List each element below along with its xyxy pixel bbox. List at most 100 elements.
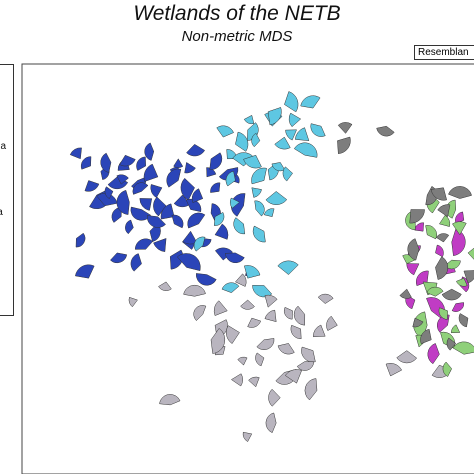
scatter-point-gray-30 xyxy=(304,378,318,401)
scatter-point-cyan-3 xyxy=(251,132,261,148)
scatter-point-cyan-5 xyxy=(274,136,291,150)
scatter-point-dark_blue-13 xyxy=(153,196,167,217)
scatter-point-green-13 xyxy=(442,361,452,377)
scatter-point-cyan-15 xyxy=(251,187,262,198)
scatter-point-dark_gray-10 xyxy=(399,288,412,299)
scatter-point-dark_blue-0 xyxy=(69,147,82,160)
scatter-point-dark_gray-3 xyxy=(448,186,472,199)
scatter-point-dark_gray-11 xyxy=(458,313,469,328)
scatter-point-dark_blue-45 xyxy=(210,182,221,193)
scatter-point-dark_gray-16 xyxy=(337,136,351,154)
scatter-point-dark_blue-29 xyxy=(116,189,130,215)
scatter-point-dark_blue-8 xyxy=(132,182,149,195)
points-layer xyxy=(69,91,474,442)
scatter-point-cyan-33 xyxy=(193,236,206,252)
scatter-point-dark_blue-57 xyxy=(134,238,154,250)
scatter-point-cyan-30 xyxy=(252,285,273,298)
scatter-point-dark_blue-49 xyxy=(225,252,245,264)
scatter-point-dark_gray-0 xyxy=(409,209,425,224)
scatter-point-gray-28 xyxy=(265,412,277,434)
scatter-point-dark_blue-34 xyxy=(153,238,167,252)
scatter-point-dark_blue-30 xyxy=(125,219,134,235)
scatter-point-gray-24 xyxy=(183,284,206,297)
scatter-point-green-14 xyxy=(452,341,474,355)
resemblance-label: Resemblan xyxy=(414,45,474,60)
scatter-point-cyan-18 xyxy=(229,197,240,209)
scatter-point-gray-31 xyxy=(293,305,306,326)
scatter-point-gray-6 xyxy=(264,309,277,323)
scatter-point-cyan-24 xyxy=(284,91,299,113)
scatter-point-gray-7 xyxy=(277,343,295,355)
scatter-point-cyan-31 xyxy=(277,260,299,275)
scatter-point-dark_gray-6 xyxy=(437,204,451,218)
scatter-point-magenta-10 xyxy=(427,343,440,365)
scatter-point-dark_blue-44 xyxy=(186,143,206,157)
scatter-point-gray-23 xyxy=(283,306,293,320)
scatter-point-dark_blue-22 xyxy=(191,188,204,203)
scatter-point-dark_blue-43 xyxy=(173,158,184,168)
scatter-point-gray-13 xyxy=(255,352,265,367)
scatter-point-dark_blue-12 xyxy=(150,184,163,198)
scatter-point-cyan-32 xyxy=(221,282,240,293)
chart-title: Wetlands of the NETB xyxy=(133,2,341,25)
scatter-point-dark_blue-1 xyxy=(80,156,92,170)
scatter-point-cyan-0 xyxy=(216,125,234,138)
scatter-point-magenta-3 xyxy=(435,244,444,258)
scatter-point-magenta-13 xyxy=(451,302,464,312)
scatter-point-dark_blue-20 xyxy=(180,177,195,201)
scatter-point-cyan-20 xyxy=(263,208,275,218)
scatter-point-cyan-28 xyxy=(213,212,225,226)
scatter-point-dark_blue-39 xyxy=(214,223,229,240)
scatter-point-gray-5 xyxy=(256,338,275,351)
scatter-point-dark_blue-60 xyxy=(196,273,217,286)
scatter-point-dark_blue-19 xyxy=(185,198,202,212)
scatter-point-dark_blue-40 xyxy=(84,180,100,192)
scatter-point-dark_blue-42 xyxy=(144,142,155,161)
scatter-point-dark_blue-3 xyxy=(100,152,112,173)
scatter-point-cyan-27 xyxy=(282,166,293,182)
scatter-point-dark_blue-54 xyxy=(75,232,86,248)
scatter-point-gray-10 xyxy=(313,324,326,338)
scatter-point-gray-27 xyxy=(242,431,253,442)
scatter-point-cyan-6 xyxy=(285,129,297,141)
scatter-point-green-7 xyxy=(426,286,444,297)
scatter-point-dark_gray-14 xyxy=(435,233,450,243)
scatter-point-cyan-1 xyxy=(235,131,249,152)
scatter-point-dark_gray-12 xyxy=(376,125,395,137)
scatter-point-dark_gray-8 xyxy=(420,328,432,345)
scatter-point-dark_blue-15 xyxy=(160,203,175,220)
scatter-point-cyan-16 xyxy=(251,167,267,185)
scatter-point-dark_blue-51 xyxy=(110,252,128,264)
scatter-point-dark_gray-7 xyxy=(463,270,474,284)
legend-box: ua la xyxy=(0,64,14,316)
scatter-point-gray-19 xyxy=(268,388,281,407)
scatter-point-dark_gray-5 xyxy=(435,256,449,280)
scatter-point-cyan-21 xyxy=(233,217,246,235)
scatter-point-green-8 xyxy=(438,307,448,320)
scatter-point-gray-20 xyxy=(284,369,303,384)
scatter-point-cyan-26 xyxy=(293,142,318,158)
scatter-point-dark_blue-55 xyxy=(209,152,223,170)
scatter-point-cyan-11 xyxy=(243,154,262,169)
scatter-point-gray-22 xyxy=(240,299,255,310)
scatter-point-dark_gray-4 xyxy=(407,238,420,261)
scatter-point-gray-16 xyxy=(210,328,226,354)
scatter-point-gray-26 xyxy=(158,281,172,291)
plot-area-border xyxy=(21,63,474,474)
scatter-point-gray-15 xyxy=(296,361,315,371)
scatter-point-gray-33 xyxy=(234,273,247,287)
scatter-point-cyan-35 xyxy=(288,112,302,128)
scatter-point-dark_blue-52 xyxy=(130,253,142,272)
scatter-point-cyan-8 xyxy=(310,123,326,137)
scatter-point-gray-12 xyxy=(237,356,248,366)
scatter-point-cyan-22 xyxy=(252,225,266,243)
scatter-point-dark_blue-53 xyxy=(75,264,95,279)
scatter-point-green-5 xyxy=(456,277,468,287)
scatter-point-dark_blue-27 xyxy=(104,186,114,199)
scatter-point-dark_gray-15 xyxy=(441,288,462,301)
scatter-point-gray-2 xyxy=(213,300,228,316)
scatter-point-dark_blue-9 xyxy=(136,156,146,171)
scatter-point-cyan-7 xyxy=(294,127,310,141)
scatter-point-cyan-34 xyxy=(300,95,321,109)
